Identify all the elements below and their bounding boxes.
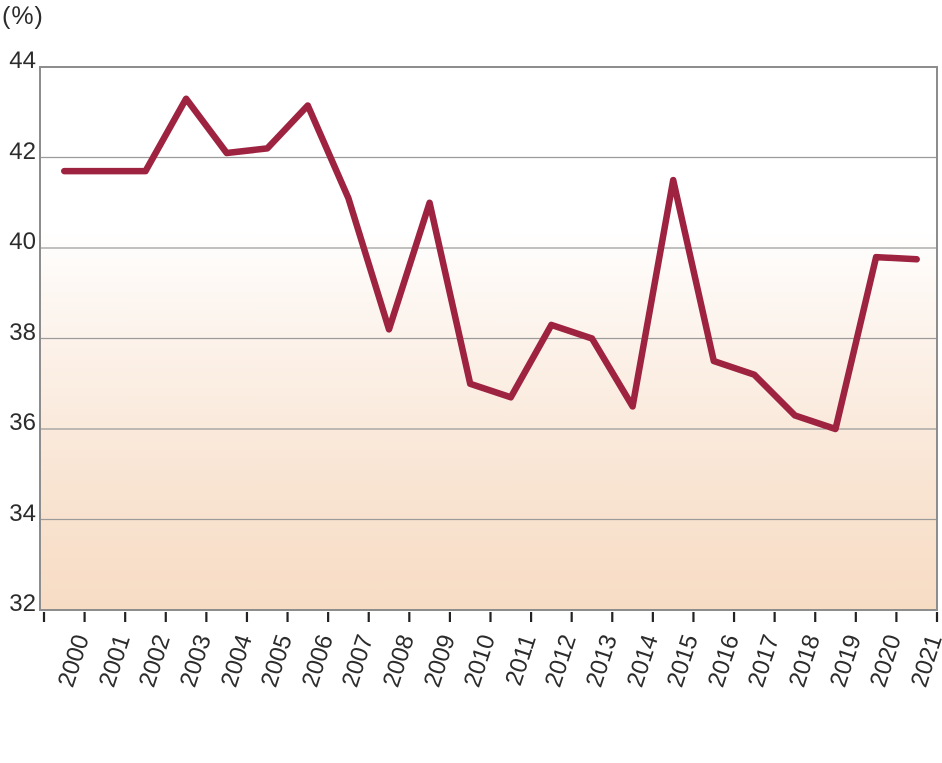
y-axis-label: 44 [9, 47, 36, 74]
y-axis-label: 32 [9, 590, 36, 617]
data-line [61, 95, 920, 433]
y-axis-label: 42 [9, 137, 36, 165]
y-axis-label: 38 [9, 318, 36, 346]
plot-area [39, 66, 939, 622]
y-axis-unit-label: (%) [2, 2, 44, 30]
plot-border [39, 66, 938, 611]
y-axis-label: 36 [9, 409, 36, 436]
y-axis-label: 40 [9, 228, 36, 255]
y-axis-label: 34 [9, 499, 36, 527]
